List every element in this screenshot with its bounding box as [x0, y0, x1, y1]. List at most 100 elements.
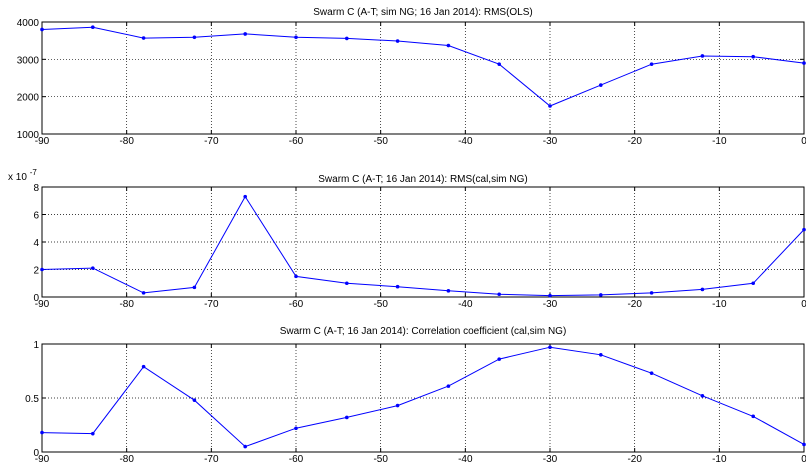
data-point	[802, 61, 806, 65]
chart-title: Swarm C (A-T; 16 Jan 2014): RMS(cal,sim …	[318, 174, 528, 185]
data-point	[91, 431, 95, 436]
chart-title: Swarm C (A-T; 16 Jan 2014): Correlation …	[280, 326, 567, 337]
y-tick-label: 4	[33, 238, 39, 249]
data-point	[446, 289, 451, 293]
data-point	[243, 444, 247, 449]
x-tick-label: -60	[289, 299, 304, 310]
series-line	[41, 195, 805, 297]
x-tick-label: -30	[543, 299, 558, 310]
x-tick-label: -60	[289, 454, 304, 465]
plot-area	[42, 22, 804, 134]
data-point	[446, 43, 451, 48]
data-point	[40, 430, 44, 435]
y-tick-label: 1000	[17, 130, 40, 141]
data-point	[599, 83, 603, 87]
x-tick-label: -10	[712, 454, 727, 465]
data-point	[141, 291, 146, 295]
data-point	[91, 266, 95, 270]
x-tick-label: -70	[204, 454, 219, 465]
y-tick-label: 3000	[17, 55, 40, 66]
data-point	[141, 36, 146, 40]
x-tick-label: -80	[119, 454, 134, 465]
x-tick-label: -20	[627, 454, 642, 465]
chart-title: Swarm C (A-T; sim NG; 16 Jan 2014): RMS(…	[313, 7, 533, 18]
data-point	[802, 442, 806, 447]
x-tick-label: -40	[458, 136, 473, 147]
x-tick-label: -70	[204, 299, 219, 310]
panel-rms-ols: Swarm C (A-T; sim NG; 16 Jan 2014): RMS(…	[17, 7, 806, 147]
data-point	[91, 25, 95, 30]
x-tick-label: -50	[373, 299, 388, 310]
data-point	[141, 364, 146, 369]
y-tick-label: 2000	[17, 93, 40, 104]
x-tick-label: -20	[627, 299, 642, 310]
x-tick-label: 0	[801, 299, 806, 310]
data-point	[751, 281, 755, 286]
y-tick-label: 2	[33, 266, 39, 277]
data-point	[345, 415, 349, 420]
x-tick-label: -70	[204, 136, 219, 147]
x-tick-label: -60	[289, 136, 304, 147]
data-point	[294, 274, 298, 279]
data-point	[192, 35, 197, 40]
y-tick-label: 0	[33, 293, 39, 304]
x-tick-label: -50	[373, 136, 388, 147]
data-point	[497, 62, 502, 66]
panel-correlation: Swarm C (A-T; 16 Jan 2014): Correlation …	[25, 326, 806, 465]
x-tick-label: -40	[458, 454, 473, 465]
series-line	[41, 346, 805, 448]
x-tick-label: -20	[627, 136, 642, 147]
data-point	[751, 414, 755, 419]
data-point	[548, 293, 552, 298]
data-point	[243, 194, 247, 199]
y-tick-label: 4000	[17, 18, 40, 29]
x-tick-label: 0	[801, 454, 806, 465]
data-point	[700, 54, 705, 58]
panel-rms-cal-sim: Swarm C (A-T; 16 Jan 2014): RMS(cal,sim …	[8, 168, 806, 310]
data-point	[294, 35, 298, 40]
x-tick-label: 0	[801, 136, 806, 147]
y-tick-label: 6	[33, 211, 39, 222]
y-tick-label: 1	[33, 340, 39, 351]
data-point	[700, 394, 705, 398]
data-point	[395, 39, 400, 43]
data-point	[40, 267, 44, 272]
y-tick-label: 8	[33, 183, 39, 194]
data-point	[802, 227, 806, 232]
data-point	[446, 384, 451, 388]
x-tick-label: -10	[712, 136, 727, 147]
data-point	[345, 281, 349, 286]
data-point	[649, 291, 654, 295]
x-tick-label: -30	[543, 136, 558, 147]
data-point	[497, 357, 502, 361]
data-point	[548, 104, 552, 108]
x-tick-label: -40	[458, 299, 473, 310]
data-point	[497, 292, 502, 297]
data-point	[395, 403, 400, 408]
data-point	[599, 293, 603, 297]
data-point	[345, 36, 349, 41]
data-point	[751, 54, 755, 59]
data-point	[649, 62, 654, 66]
x-tick-label: -90	[35, 454, 50, 465]
data-point	[395, 284, 400, 289]
data-point	[192, 398, 197, 402]
data-point	[40, 27, 44, 32]
x-tick-label: -10	[712, 299, 727, 310]
x-tick-label: -90	[35, 136, 50, 147]
y-tick-label: 0.5	[25, 394, 39, 405]
data-point	[700, 287, 705, 292]
data-point	[548, 345, 552, 350]
data-point	[599, 353, 603, 357]
x-tick-label: -90	[35, 299, 50, 310]
y-exponent-power: -7	[30, 168, 38, 177]
y-exponent-base: x 10	[8, 172, 27, 183]
x-tick-label: -80	[119, 136, 134, 147]
axes-box	[41, 21, 805, 135]
data-point	[192, 285, 197, 290]
data-point	[294, 426, 298, 431]
y-exponent-label: x 10 -7	[8, 168, 37, 183]
y-tick-label: 0	[33, 448, 39, 459]
data-point	[649, 371, 654, 375]
